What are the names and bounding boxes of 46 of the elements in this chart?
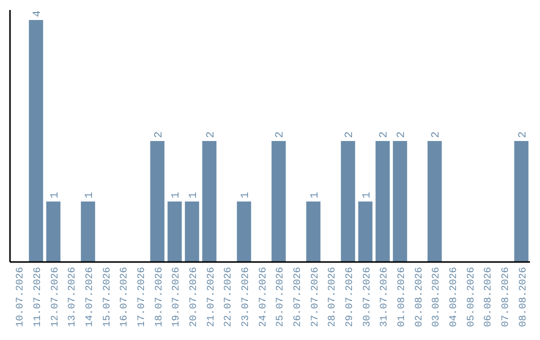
data-label: 2 bbox=[430, 131, 443, 138]
x-tick-label: 21.07.2026 bbox=[206, 267, 218, 328]
x-tick-label: 23.07.2026 bbox=[241, 267, 252, 328]
x-tick-label: 12.07.2026 bbox=[50, 267, 62, 328]
data-label: 1 bbox=[361, 192, 374, 198]
x-tick-label: 05.08.2026 bbox=[466, 267, 478, 328]
data-label: 1 bbox=[309, 192, 322, 198]
data-label: 2 bbox=[396, 131, 408, 138]
data-label: 1 bbox=[188, 192, 200, 198]
x-tick-label: 19.07.2026 bbox=[172, 267, 183, 328]
x-tick-label: 26.07.2026 bbox=[293, 267, 304, 328]
x-tick-label: 14.07.2026 bbox=[85, 267, 96, 328]
x-tick-label: 02.08.2026 bbox=[414, 267, 426, 328]
x-tick-label: 01.08.2026 bbox=[397, 267, 408, 328]
x-tick-label: 30.07.2026 bbox=[362, 267, 374, 328]
x-tick-label: 31.07.2026 bbox=[380, 267, 391, 328]
x-tick-label: 17.07.2026 bbox=[137, 267, 148, 328]
x-tick-label: 20.07.2026 bbox=[189, 267, 200, 328]
x-tick-label: 15.07.2026 bbox=[102, 267, 114, 328]
x-tick-label: 07.08.2026 bbox=[501, 267, 512, 328]
data-label: 2 bbox=[344, 131, 356, 138]
x-tick-label: 28.07.2026 bbox=[328, 267, 339, 328]
data-label: 1 bbox=[240, 192, 252, 198]
x-tick-label: 03.08.2026 bbox=[432, 267, 443, 328]
data-label: 1 bbox=[170, 192, 183, 198]
data-label: 4 bbox=[32, 10, 44, 17]
data-label: 2 bbox=[517, 131, 530, 138]
x-tick-label: 04.08.2026 bbox=[449, 267, 460, 328]
data-label: 2 bbox=[153, 131, 166, 138]
x-tick-label: 10.07.2026 bbox=[16, 267, 27, 328]
data-label: 2 bbox=[205, 131, 218, 138]
x-tick-label: 11.07.2026 bbox=[33, 267, 44, 328]
x-tick-label: 25.07.2026 bbox=[276, 267, 287, 328]
data-label: 2 bbox=[378, 131, 391, 138]
x-tick-label: 08.08.2026 bbox=[518, 267, 530, 328]
x-tick-label: 27.07.2026 bbox=[310, 267, 322, 328]
x-tick-label: 18.07.2026 bbox=[154, 267, 166, 328]
x-tick-label: 29.07.2026 bbox=[345, 267, 356, 328]
data-label: 1 bbox=[84, 192, 96, 198]
x-tick-label: 22.07.2026 bbox=[224, 267, 235, 328]
x-tick-label: 24.07.2026 bbox=[258, 267, 270, 328]
x-tick-label: 13.07.2026 bbox=[68, 267, 79, 328]
data-label: 1 bbox=[49, 192, 62, 198]
x-tick-label: 06.08.2026 bbox=[484, 267, 495, 328]
x-tick-label: 16.07.2026 bbox=[120, 267, 131, 328]
data-label: 2 bbox=[274, 131, 287, 138]
